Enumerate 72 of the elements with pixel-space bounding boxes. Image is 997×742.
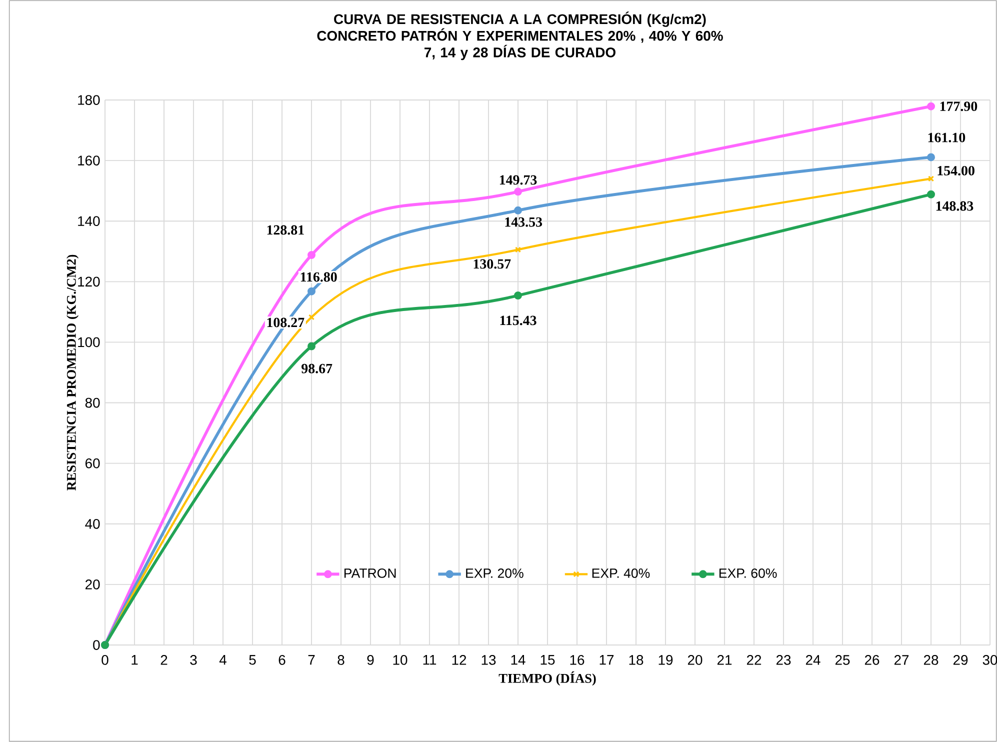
x-tick-label: 11: [423, 655, 436, 665]
x-tick-label: 12: [452, 655, 466, 665]
x-tick-label: 28: [924, 655, 938, 665]
point: [308, 287, 316, 296]
data-label: 98.67: [302, 364, 332, 374]
x-tick-label: 7: [308, 655, 315, 665]
data-label: 130.57: [474, 259, 511, 269]
x-tick-label: 13: [482, 655, 496, 665]
legend-label: PATRON: [344, 568, 396, 578]
y-axis-title: RESISTENCIA PROMEDIO (KG./CM2): [66, 254, 79, 491]
y-tick-label: 160: [78, 156, 100, 166]
point: [308, 342, 316, 350]
x-tick-label: 8: [338, 655, 344, 665]
data-label: 108.27: [267, 318, 304, 328]
data-label: 161.10: [928, 132, 966, 142]
x-tick-label: 5: [249, 655, 256, 665]
point: [514, 291, 522, 300]
y-tick-label: 120: [78, 276, 100, 287]
y-tick-label: 40: [85, 518, 100, 529]
x-axis-title: TIEMPO (DÍAS): [498, 671, 596, 686]
data-label: 115.43: [500, 316, 536, 326]
y-tick-label: 100: [78, 337, 100, 348]
x-tick-label: 27: [894, 655, 909, 665]
x-tick-label: 9: [367, 655, 374, 665]
data-label: 154.00: [938, 166, 974, 176]
x-tick-label: 19: [658, 655, 673, 665]
data-label: 148.83: [936, 201, 974, 211]
point: [514, 246, 522, 253]
x-tick-label: 21: [717, 655, 732, 665]
x-tick-label: 24: [806, 655, 820, 665]
x-tick-label: 3: [190, 655, 197, 665]
x-tick-label: 18: [629, 655, 644, 665]
legend-label: EXP. 20%: [466, 568, 524, 578]
x-tick-label: 14: [511, 655, 526, 665]
point: [514, 206, 522, 214]
data-label: 177.90: [940, 102, 978, 112]
chart-title: CURVA DE RESISTENCIA A LA COMPRESIÓN (Kg/cm2): [334, 12, 706, 27]
data-label: 116.80: [300, 272, 337, 282]
x-tick-label: 22: [746, 655, 762, 665]
x-tick-label: 2: [160, 655, 168, 665]
x-tick-label: 25: [835, 655, 850, 665]
y-tick-label: 20: [86, 580, 100, 590]
x-tick-label: 30: [982, 655, 997, 665]
x-tick-label: 23: [776, 655, 791, 665]
legend-label: EXP. 60%: [719, 568, 777, 578]
point: [927, 153, 936, 162]
x-tick-label: 10: [393, 655, 408, 665]
x-tick-label: 20: [688, 655, 702, 665]
y-tick-label: 80: [85, 398, 100, 408]
y-tick-label: 140: [78, 216, 100, 226]
x-tick-label: 4: [219, 655, 226, 665]
x-tick-label: 0: [102, 655, 108, 665]
chart-subtitle: CONCRETO PATRÓN Y EXPERIMENTALES 20% , 40% Y 60% 7, 14 y 28 DÍAS DE CURADO: [317, 28, 723, 60]
x-tick-label: 29: [953, 655, 968, 665]
x-tick-label: 15: [540, 655, 555, 665]
y-tick-label: 60: [86, 458, 100, 468]
x-tick-label: 17: [600, 655, 614, 665]
y-tick-label: 180: [78, 95, 100, 105]
data-label: 128.81: [267, 225, 304, 235]
y-tick-label: 0: [93, 640, 100, 650]
x-tick-label: 26: [864, 655, 880, 665]
data-label: 143.53: [505, 217, 542, 227]
x-tick-label: 16: [570, 655, 584, 665]
x-tick-label: 6: [278, 655, 286, 665]
point: [308, 250, 316, 259]
point: [927, 102, 936, 110]
point: [308, 314, 315, 320]
point: [514, 188, 522, 196]
point: [927, 190, 936, 198]
x-tick-label: 1: [132, 655, 138, 665]
data-label: 149.73: [500, 175, 537, 185]
legend-label: EXP. 40%: [592, 568, 650, 578]
